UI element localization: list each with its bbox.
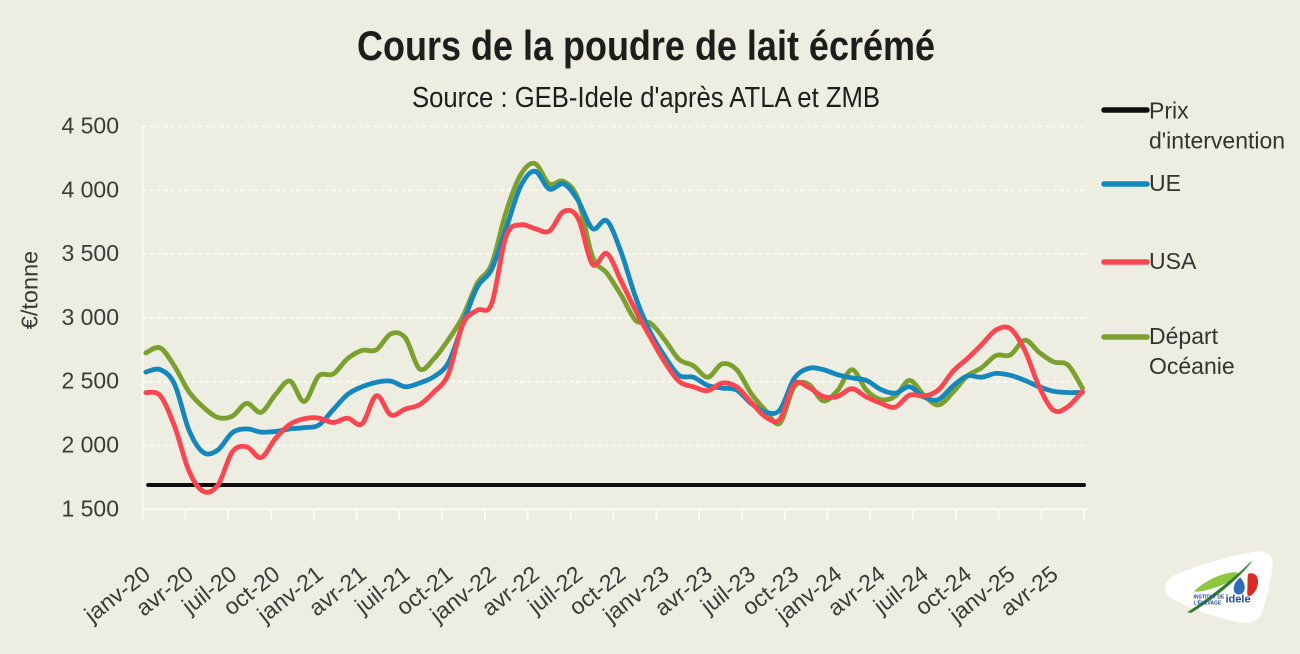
svg-text:Océanie: Océanie — [1149, 353, 1235, 379]
svg-text:1 500: 1 500 — [61, 495, 119, 521]
svg-text:Cours de la poudre de lait écr: Cours de la poudre de lait écrémé — [357, 22, 935, 69]
svg-text:idele: idele — [1226, 594, 1251, 606]
svg-text:INSTITUT DE: INSTITUT DE — [1194, 595, 1225, 601]
svg-text:Source : GEB-Idele d'après ATL: Source : GEB-Idele d'après ATLA et ZMB — [412, 82, 880, 114]
svg-text:4 000: 4 000 — [61, 176, 119, 202]
svg-text:3 500: 3 500 — [61, 240, 119, 266]
svg-text:4 500: 4 500 — [61, 113, 119, 139]
svg-text:2 000: 2 000 — [61, 432, 119, 458]
svg-text:Prix: Prix — [1149, 98, 1189, 124]
svg-text:L'ÉLEVAGE: L'ÉLEVAGE — [1194, 599, 1222, 607]
svg-text:€/tonne: €/tonne — [17, 251, 43, 329]
svg-text:d'intervention: d'intervention — [1149, 128, 1285, 154]
svg-text:USA: USA — [1149, 248, 1197, 274]
svg-text:UE: UE — [1149, 170, 1181, 196]
svg-text:3 000: 3 000 — [61, 304, 119, 330]
svg-text:Départ: Départ — [1149, 323, 1219, 349]
svg-text:2 500: 2 500 — [61, 368, 119, 394]
